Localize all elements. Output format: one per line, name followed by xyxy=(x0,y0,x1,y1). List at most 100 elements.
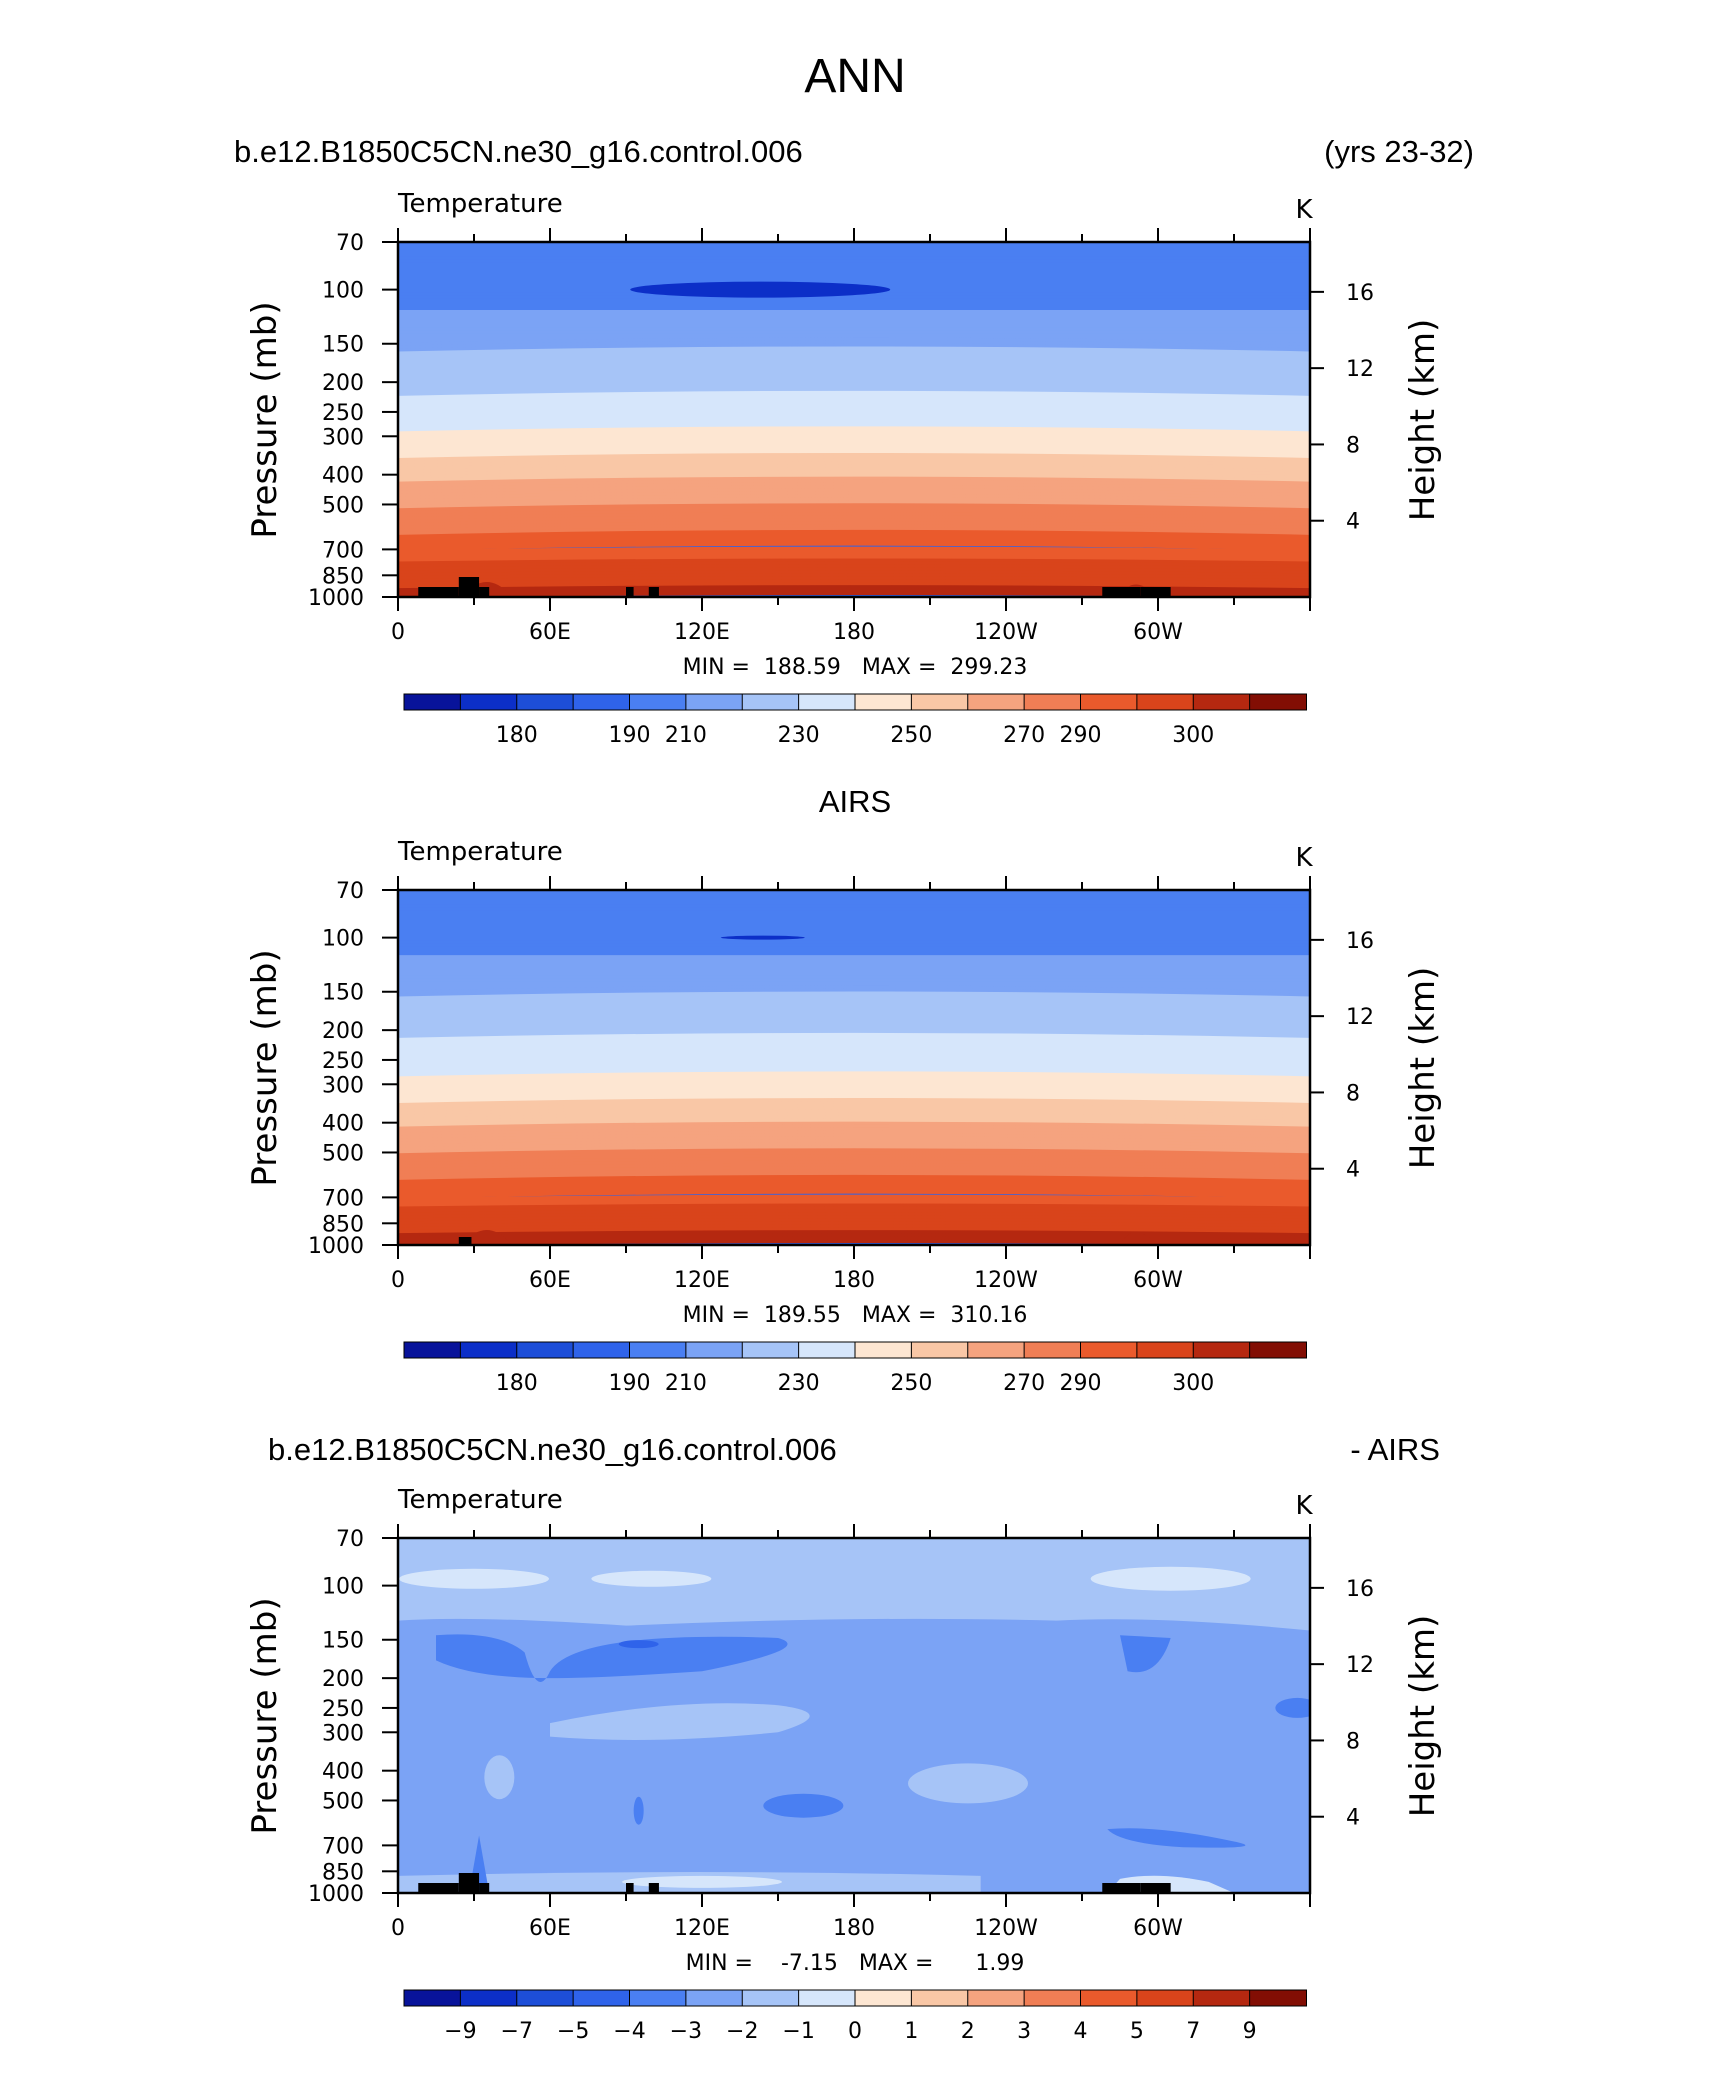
middle-title: AIRS xyxy=(819,784,891,819)
colorbar-swatch xyxy=(516,1341,575,1359)
y2-tick-label: 12 xyxy=(1346,1005,1374,1030)
colorbar-label: 5 xyxy=(1130,2019,1144,2044)
colorbar-swatch xyxy=(741,693,800,711)
colorbar-label: 190 xyxy=(609,723,651,748)
y-tick-label: 150 xyxy=(322,1629,364,1654)
colorbar-label: 9 xyxy=(1243,2019,1257,2044)
y-axis-label: Pressure (mb) xyxy=(245,1597,285,1834)
colorbar-swatch xyxy=(629,1989,687,2007)
y-tick-label: 300 xyxy=(322,425,364,450)
colorbar-swatch xyxy=(459,693,518,711)
y-tick-label: 500 xyxy=(322,1141,364,1166)
y2-tick-label: 4 xyxy=(1346,510,1360,535)
colorbar-swatch xyxy=(516,693,575,711)
units-label: K xyxy=(1295,843,1313,873)
y-tick-label: 850 xyxy=(322,1860,364,1885)
y-tick-label: 700 xyxy=(322,1186,364,1211)
y2-tick-label: 8 xyxy=(1346,1729,1360,1754)
colorbar-swatch xyxy=(685,693,744,711)
x-tick-label: 60W xyxy=(1133,1268,1183,1293)
y-tick-label: 700 xyxy=(322,538,364,563)
terrain-mask xyxy=(418,577,1171,597)
terrain-mask xyxy=(418,1873,1171,1893)
colorbar-swatch xyxy=(1249,693,1307,711)
colorbar-label: 290 xyxy=(1060,723,1102,748)
x-tick-label: 60E xyxy=(529,1268,571,1293)
y-tick-label: 1000 xyxy=(308,586,364,611)
colorbar-swatch xyxy=(459,1989,518,2007)
y-tick-label: 100 xyxy=(322,279,364,304)
colorbar-label: 1 xyxy=(904,2019,918,2044)
colorbar-swatch xyxy=(572,693,631,711)
y-tick-label: 150 xyxy=(322,981,364,1006)
y-tick-label: 850 xyxy=(322,564,364,589)
header-left: b.e12.B1850C5CN.ne30_g16.control.006 xyxy=(234,134,803,169)
y-tick-label: 850 xyxy=(322,1212,364,1237)
colorbar-label: 300 xyxy=(1172,723,1214,748)
y-tick-label: 250 xyxy=(322,401,364,426)
colorbar-swatch xyxy=(1192,1341,1251,1359)
panel-obs: 0 60E 120E 180 120W 60W7010015020025030040050… xyxy=(245,837,1443,1396)
colorbar-label: −3 xyxy=(670,2019,702,2044)
colorbar-label: 0 xyxy=(848,2019,862,2044)
x-tick-label: 120W xyxy=(974,1268,1038,1293)
min-max-stats: MIN = -7.15 MAX = 1.99 xyxy=(686,1951,1025,1976)
colorbar-swatch xyxy=(1192,1989,1251,2007)
colorbar-label: 210 xyxy=(665,723,707,748)
y-tick-label: 200 xyxy=(322,371,364,396)
colorbar-swatch xyxy=(572,1341,631,1359)
panel-model: 0 60E 120E 180 120W 60W7010015020025030040050… xyxy=(245,189,1443,748)
diff-header-right: - AIRS xyxy=(1350,1432,1440,1467)
diff-header-left: b.e12.B1850C5CN.ne30_g16.control.006 xyxy=(268,1432,837,1467)
colorbar-swatch xyxy=(798,1989,856,2007)
y-tick-label: 500 xyxy=(322,493,364,518)
x-tick-label: 0 xyxy=(391,620,405,645)
page-title: ANN xyxy=(804,50,905,103)
y-tick-label: 1000 xyxy=(308,1234,364,1259)
colorbar-swatch xyxy=(967,693,1026,711)
x-tick-label: 120E xyxy=(674,620,730,645)
colorbar-label: −2 xyxy=(726,2019,758,2044)
y-tick-label: 250 xyxy=(322,1697,364,1722)
colorbar-swatch xyxy=(910,693,969,711)
y2-tick-label: 16 xyxy=(1346,281,1374,306)
colorbar-swatch xyxy=(459,1341,518,1359)
x-tick-label: 60W xyxy=(1133,1916,1183,1941)
contour-field xyxy=(398,1538,1310,1893)
colorbar-swatch xyxy=(516,1989,575,2007)
y-tick-label: 300 xyxy=(322,1073,364,1098)
colorbar-swatch xyxy=(629,693,687,711)
colorbar-swatch xyxy=(967,1989,1026,2007)
colorbar-label: 210 xyxy=(665,1371,707,1396)
colorbar-swatch xyxy=(403,1989,462,2007)
min-max-stats: MIN = 188.59 MAX = 299.23 xyxy=(683,655,1028,680)
y-tick-label: 400 xyxy=(322,1112,364,1137)
y2-tick-label: 12 xyxy=(1346,1653,1374,1678)
colorbar-swatch xyxy=(1249,1989,1307,2007)
colorbar-label: 230 xyxy=(778,723,820,748)
y-tick-label: 300 xyxy=(322,1721,364,1746)
contour-field xyxy=(398,242,1310,597)
x-tick-label: 180 xyxy=(833,620,875,645)
colorbar-label: 300 xyxy=(1172,1371,1214,1396)
panel-diff: 0 60E 120E 180 120W 60W7010015020025030040050… xyxy=(245,1485,1443,2044)
y2-tick-label: 16 xyxy=(1346,1577,1374,1602)
colorbar-swatch xyxy=(1080,1341,1138,1359)
x-tick-label: 0 xyxy=(391,1916,405,1941)
colorbar-label: 270 xyxy=(1003,1371,1045,1396)
panel-title: Temperature xyxy=(397,189,563,219)
colorbar-label: 250 xyxy=(890,1371,932,1396)
x-tick-label: 180 xyxy=(833,1268,875,1293)
y2-axis-label: Height (km) xyxy=(1403,319,1443,522)
colorbar-swatch xyxy=(741,1341,800,1359)
y2-tick-label: 4 xyxy=(1346,1806,1360,1831)
x-tick-label: 60W xyxy=(1133,620,1183,645)
colorbar-swatch xyxy=(572,1989,631,2007)
colorbar-swatch xyxy=(798,1341,856,1359)
y-tick-label: 500 xyxy=(322,1789,364,1814)
terrain-mask xyxy=(458,1237,472,1245)
y2-tick-label: 16 xyxy=(1346,929,1374,954)
colorbar-swatch xyxy=(910,1341,969,1359)
colorbar-swatch xyxy=(685,1989,744,2007)
colorbar-label: −4 xyxy=(613,2019,645,2044)
